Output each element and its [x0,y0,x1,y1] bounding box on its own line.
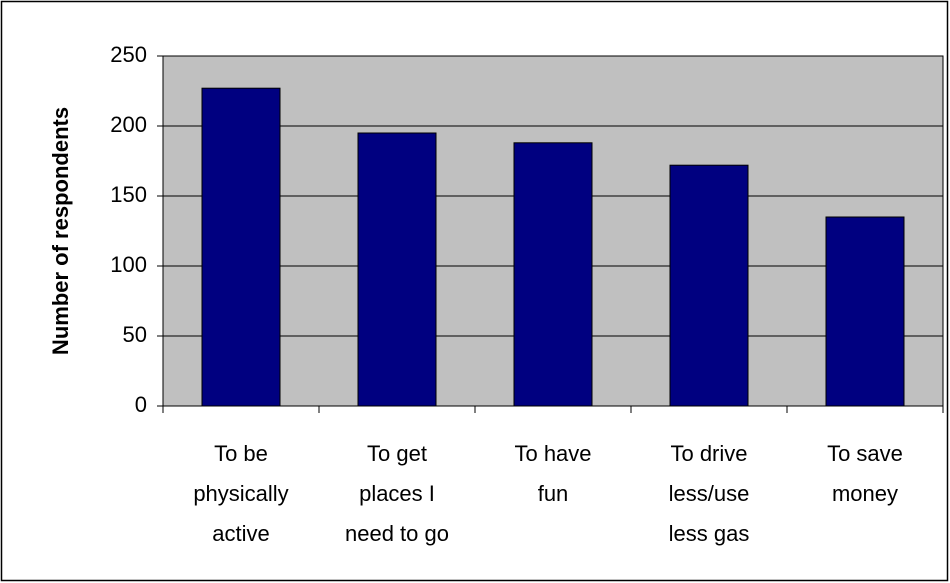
bar [825,216,905,407]
y-tick-label: 200 [110,112,147,137]
y-tick-label: 0 [135,392,147,417]
x-tick-label: need to go [345,521,449,546]
x-tick-label: active [212,521,269,546]
y-tick-label: 150 [110,182,147,207]
bar [357,132,437,407]
bar [513,142,593,407]
x-tick-label: physically [193,481,288,506]
y-axis-label: Number of respondents [48,107,73,355]
x-tick-label: To be [214,441,268,466]
x-tick-label: To drive [670,441,747,466]
x-tick-label: To have [514,441,591,466]
y-tick-label: 100 [110,252,147,277]
y-tick-label: 50 [123,322,147,347]
y-tick-label: 250 [110,42,147,67]
x-tick-label: money [832,481,898,506]
x-tick-label: less gas [669,521,750,546]
x-tick-label: fun [538,481,569,506]
x-tick-label: less/use [669,481,750,506]
bar [669,164,749,407]
x-tick-label: To save [827,441,903,466]
x-tick-label: To get [367,441,427,466]
x-tick-label: places I [359,481,435,506]
bar [201,87,281,407]
